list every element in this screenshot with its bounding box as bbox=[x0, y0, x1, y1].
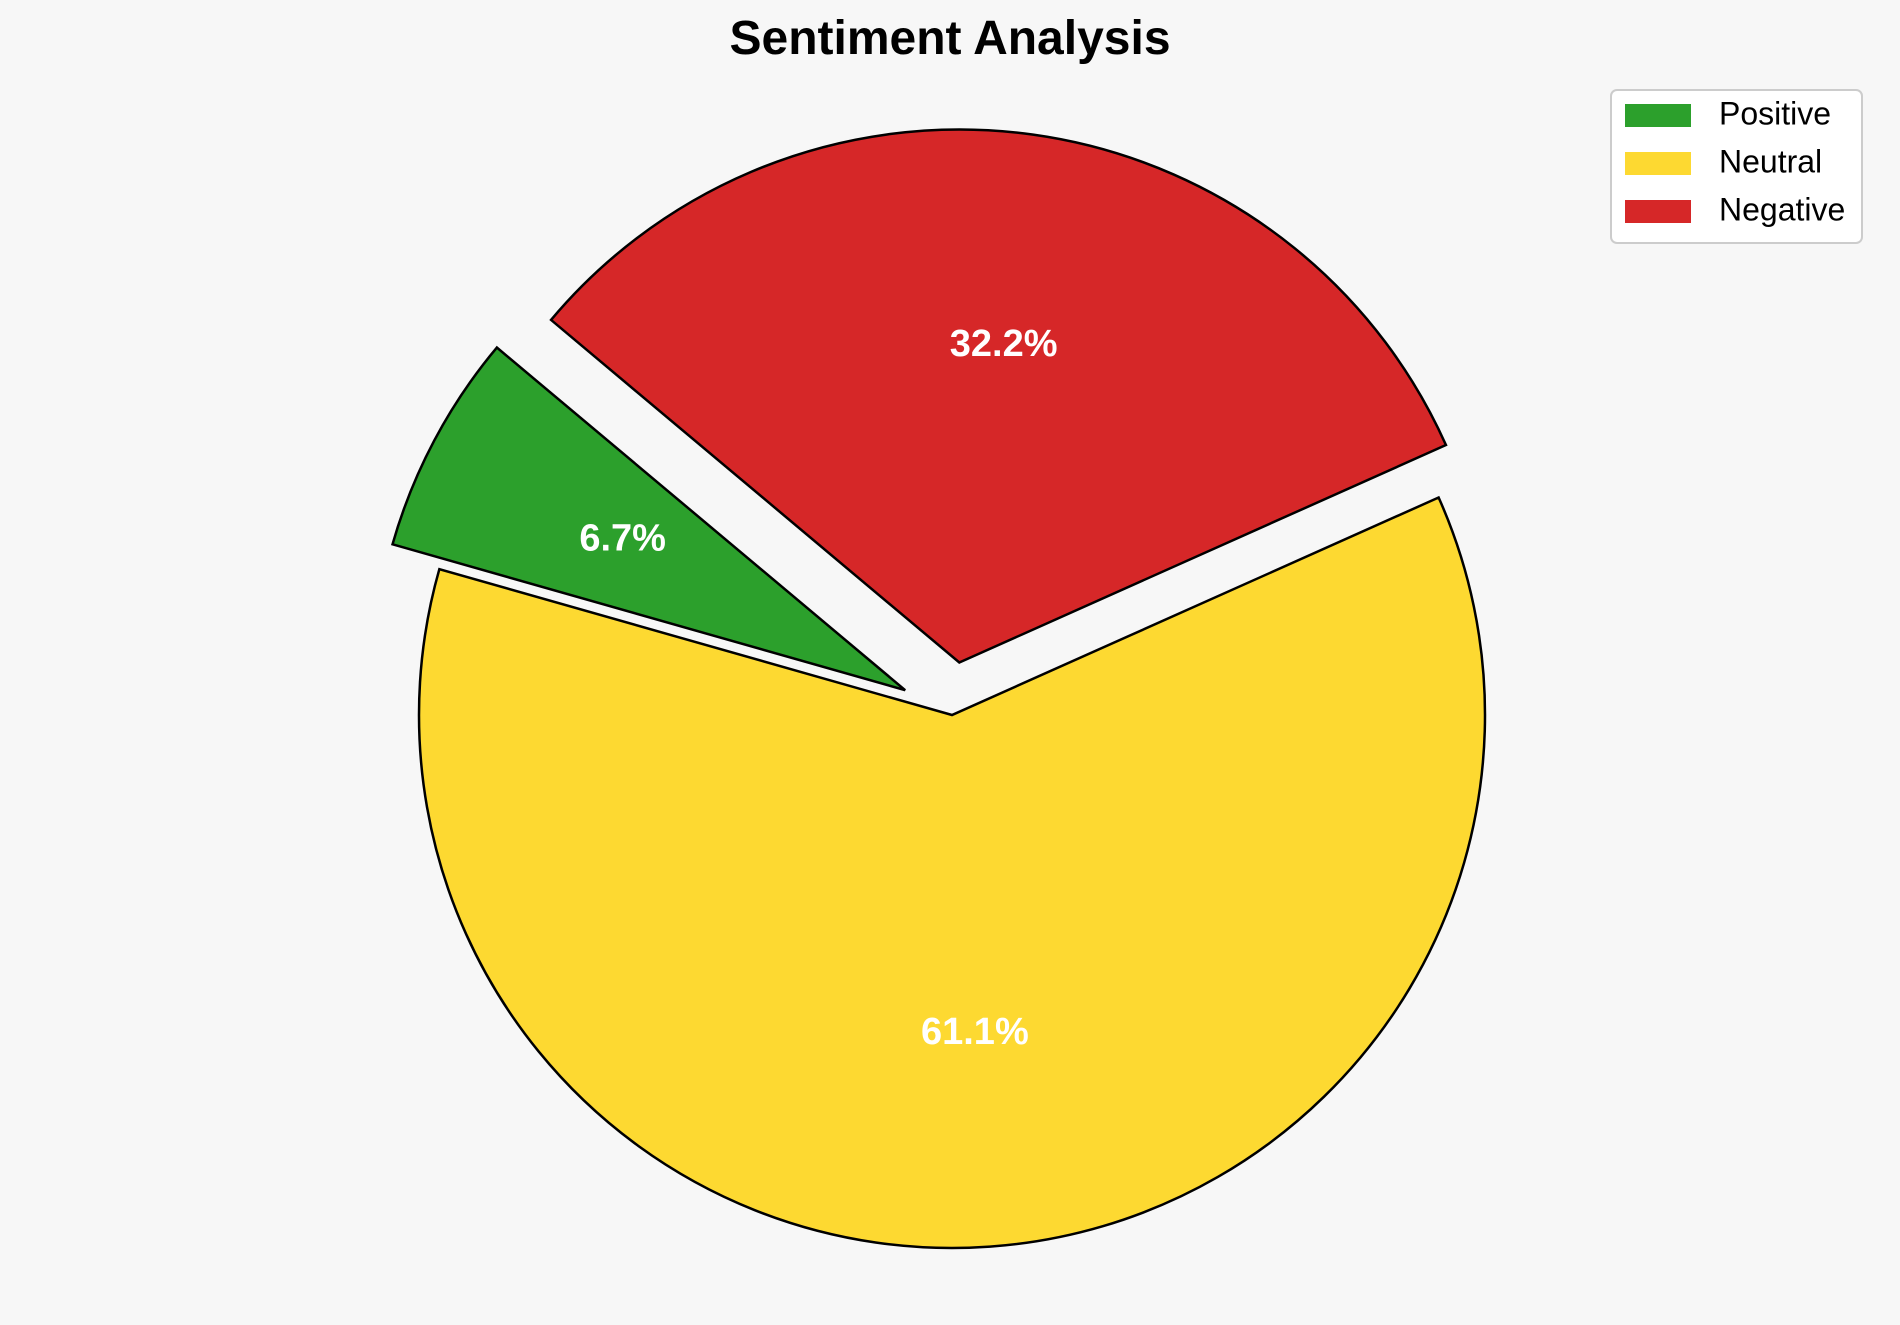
legend-label-positive: Positive bbox=[1719, 95, 1831, 131]
chart-title: Sentiment Analysis bbox=[729, 12, 1170, 65]
slice-negative bbox=[549, 128, 1448, 664]
slice-label-neutral: 61.1% bbox=[921, 1011, 1029, 1053]
slice-positive bbox=[390, 345, 906, 692]
legend-swatch-negative bbox=[1625, 200, 1691, 223]
legend-swatch-positive bbox=[1625, 104, 1691, 127]
legend-swatch-neutral bbox=[1625, 152, 1691, 175]
slice-label-positive: 6.7% bbox=[579, 517, 666, 559]
slice-labels: 6.7% 61.1% 32.2% bbox=[579, 323, 1057, 1053]
slice-label-negative: 32.2% bbox=[950, 323, 1058, 365]
legend-label-neutral: Neutral bbox=[1719, 143, 1822, 179]
slice-neutral bbox=[417, 495, 1487, 1250]
legend: Positive Neutral Negative bbox=[1610, 89, 1863, 244]
legend-label-negative: Negative bbox=[1719, 191, 1845, 227]
pie-slices bbox=[390, 128, 1487, 1250]
